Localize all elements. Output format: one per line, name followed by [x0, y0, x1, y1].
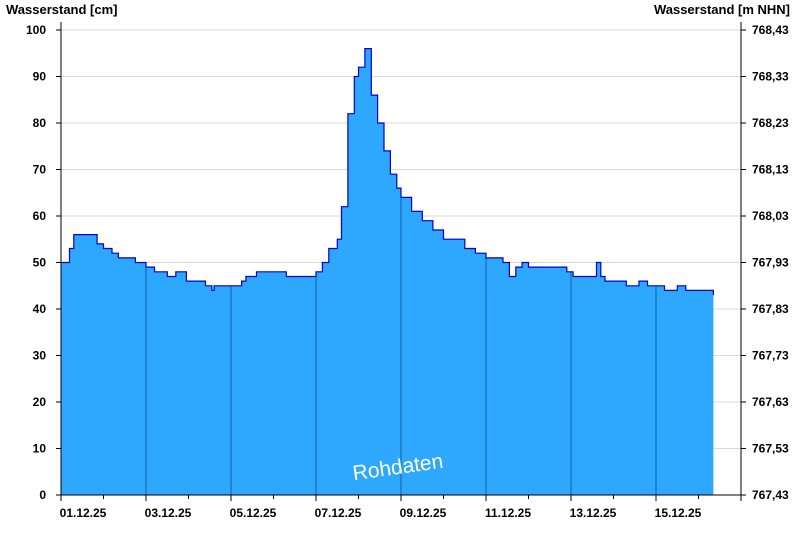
y2-tick-label: 767,63	[752, 395, 789, 409]
y2-tick-label: 767,83	[752, 302, 789, 316]
day-lines	[145, 197, 657, 495]
series-area	[61, 48, 714, 495]
x-tick-label: 15.12.25	[655, 506, 702, 520]
y2-tick-labels: 767,43 767,53 767,63 767,73 767,83 767,93 768,…	[752, 23, 789, 502]
y2-tick-label: 767,93	[752, 256, 789, 270]
y2-tick-label: 768,23	[752, 116, 789, 130]
x-tick-labels: 01.12.25 03.12.25 05.12.25 07.12.25 09.12.25…	[60, 506, 702, 520]
y-tick-label: 40	[33, 302, 47, 316]
y-tick-label: 10	[33, 442, 47, 456]
y-tick-label: 60	[33, 209, 47, 223]
y2-axis-title: Wasserstand [m NHN]	[654, 2, 790, 17]
x-tick-label: 07.12.25	[315, 506, 362, 520]
y-tick-label: 90	[33, 70, 47, 84]
y2-tick-label: 768,43	[752, 23, 789, 37]
y2-tick-label: 768,33	[752, 70, 789, 84]
x-tick-label: 01.12.25	[60, 506, 107, 520]
series-line	[61, 48, 714, 296]
y-tick-label: 30	[33, 349, 47, 363]
y2-tick-label: 768,03	[752, 209, 789, 223]
y-tick-label: 20	[33, 395, 47, 409]
x-tick-label: 09.12.25	[400, 506, 447, 520]
x-tick-label: 11.12.25	[485, 506, 531, 520]
y-tick-label: 50	[33, 256, 47, 270]
x-tick-label: 05.12.25	[230, 506, 277, 520]
y-tick-label: 0	[39, 488, 46, 502]
x-tick-label: 13.12.25	[570, 506, 617, 520]
y-tick-label: 80	[33, 116, 47, 130]
y-axis-title: Wasserstand [cm]	[6, 2, 118, 17]
y2-tick-label: 768,13	[752, 163, 789, 177]
y-tick-label: 100	[26, 23, 46, 37]
axes	[56, 22, 746, 501]
y2-tick-label: 767,43	[752, 488, 789, 502]
y2-tick-label: 767,73	[752, 349, 789, 363]
y2-tick-label: 767,53	[752, 442, 789, 456]
y-tick-labels: 0 10 20 30 40 50 60 70 80 90 100	[26, 23, 46, 502]
x-tick-label: 03.12.25	[145, 506, 192, 520]
y-tick-label: 70	[33, 163, 47, 177]
